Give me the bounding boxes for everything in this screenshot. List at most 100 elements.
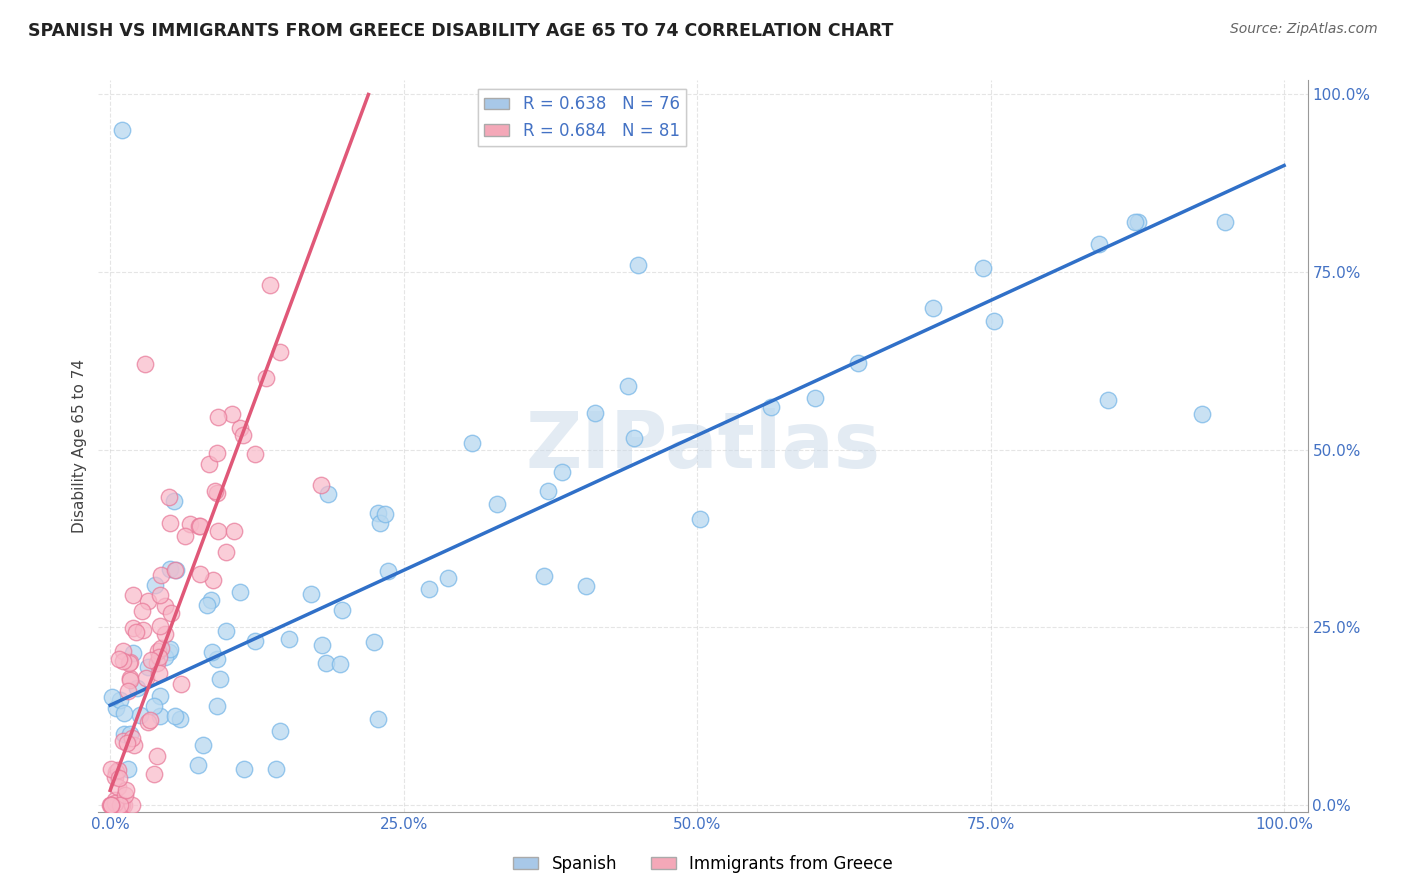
Point — [108, 772, 131, 786]
Point — [100, 797, 122, 812]
Point — [104, 770, 127, 784]
Point — [112, 727, 135, 741]
Point — [136, 715, 159, 730]
Point — [623, 432, 645, 446]
Point — [1123, 215, 1146, 229]
Point — [121, 797, 143, 812]
Point — [204, 483, 226, 498]
Point — [311, 638, 333, 652]
Point — [149, 588, 172, 602]
Point — [367, 506, 389, 520]
Point — [112, 654, 135, 668]
Point — [146, 656, 169, 670]
Point — [195, 598, 218, 612]
Point — [100, 762, 122, 776]
Point — [1097, 392, 1119, 407]
Point — [111, 644, 134, 658]
Point — [208, 672, 231, 686]
Point — [205, 446, 228, 460]
Point — [269, 723, 291, 738]
Point — [205, 699, 228, 714]
Point — [207, 524, 229, 539]
Text: Source: ZipAtlas.com: Source: ZipAtlas.com — [1230, 22, 1378, 37]
Point — [243, 634, 266, 648]
Point — [229, 421, 252, 435]
Point — [983, 314, 1005, 328]
Point — [972, 260, 994, 275]
Point — [160, 607, 183, 621]
Point — [170, 677, 193, 691]
Point — [460, 435, 482, 450]
Point — [617, 379, 640, 393]
Point — [315, 656, 337, 670]
Point — [922, 301, 945, 316]
Point — [149, 709, 172, 723]
Point — [200, 593, 222, 607]
Point — [112, 706, 135, 720]
Legend: R = 0.638   N = 76, R = 0.684   N = 81: R = 0.638 N = 76, R = 0.684 N = 81 — [478, 88, 686, 146]
Point — [318, 486, 340, 500]
Point — [233, 762, 256, 776]
Point — [374, 507, 396, 521]
Point — [104, 793, 127, 807]
Point — [550, 466, 572, 480]
Point — [159, 641, 181, 656]
Point — [149, 618, 172, 632]
Point — [173, 529, 195, 543]
Point — [368, 516, 391, 531]
Point — [100, 797, 122, 812]
Point — [689, 512, 711, 526]
Point — [148, 649, 170, 664]
Point — [311, 478, 333, 492]
Point — [803, 391, 825, 405]
Point — [188, 567, 211, 582]
Point — [138, 659, 160, 673]
Point — [142, 767, 165, 781]
Point — [1128, 215, 1150, 229]
Point — [848, 356, 870, 370]
Point — [148, 644, 170, 658]
Point — [114, 783, 136, 797]
Y-axis label: Disability Age 65 to 74: Disability Age 65 to 74 — [72, 359, 87, 533]
Point — [437, 570, 460, 584]
Point — [332, 603, 354, 617]
Point — [254, 371, 277, 385]
Point — [148, 665, 170, 680]
Point — [101, 690, 124, 705]
Point — [200, 645, 222, 659]
Point — [228, 585, 250, 599]
Point — [165, 708, 187, 723]
Point — [125, 625, 148, 640]
Point — [150, 641, 173, 656]
Point — [1088, 236, 1111, 251]
Point — [115, 736, 138, 750]
Point — [418, 582, 440, 596]
Point — [134, 357, 156, 371]
Point — [103, 797, 125, 812]
Point — [104, 765, 127, 780]
Point — [215, 545, 238, 559]
Point — [104, 796, 127, 810]
Point — [575, 579, 598, 593]
Point — [149, 689, 172, 703]
Point — [139, 653, 162, 667]
Point — [163, 493, 186, 508]
Point — [205, 485, 228, 500]
Point — [157, 645, 180, 659]
Point — [117, 656, 139, 670]
Point — [146, 748, 169, 763]
Point — [138, 713, 160, 727]
Point — [100, 797, 122, 812]
Point — [105, 797, 128, 812]
Point — [485, 497, 508, 511]
Point — [153, 649, 176, 664]
Point — [205, 652, 228, 666]
Point — [221, 407, 243, 421]
Point — [363, 634, 385, 648]
Point — [367, 712, 389, 726]
Text: ZIPatlas: ZIPatlas — [526, 408, 880, 484]
Point — [136, 594, 159, 608]
Point — [149, 568, 172, 582]
Point — [118, 727, 141, 741]
Point — [107, 780, 129, 795]
